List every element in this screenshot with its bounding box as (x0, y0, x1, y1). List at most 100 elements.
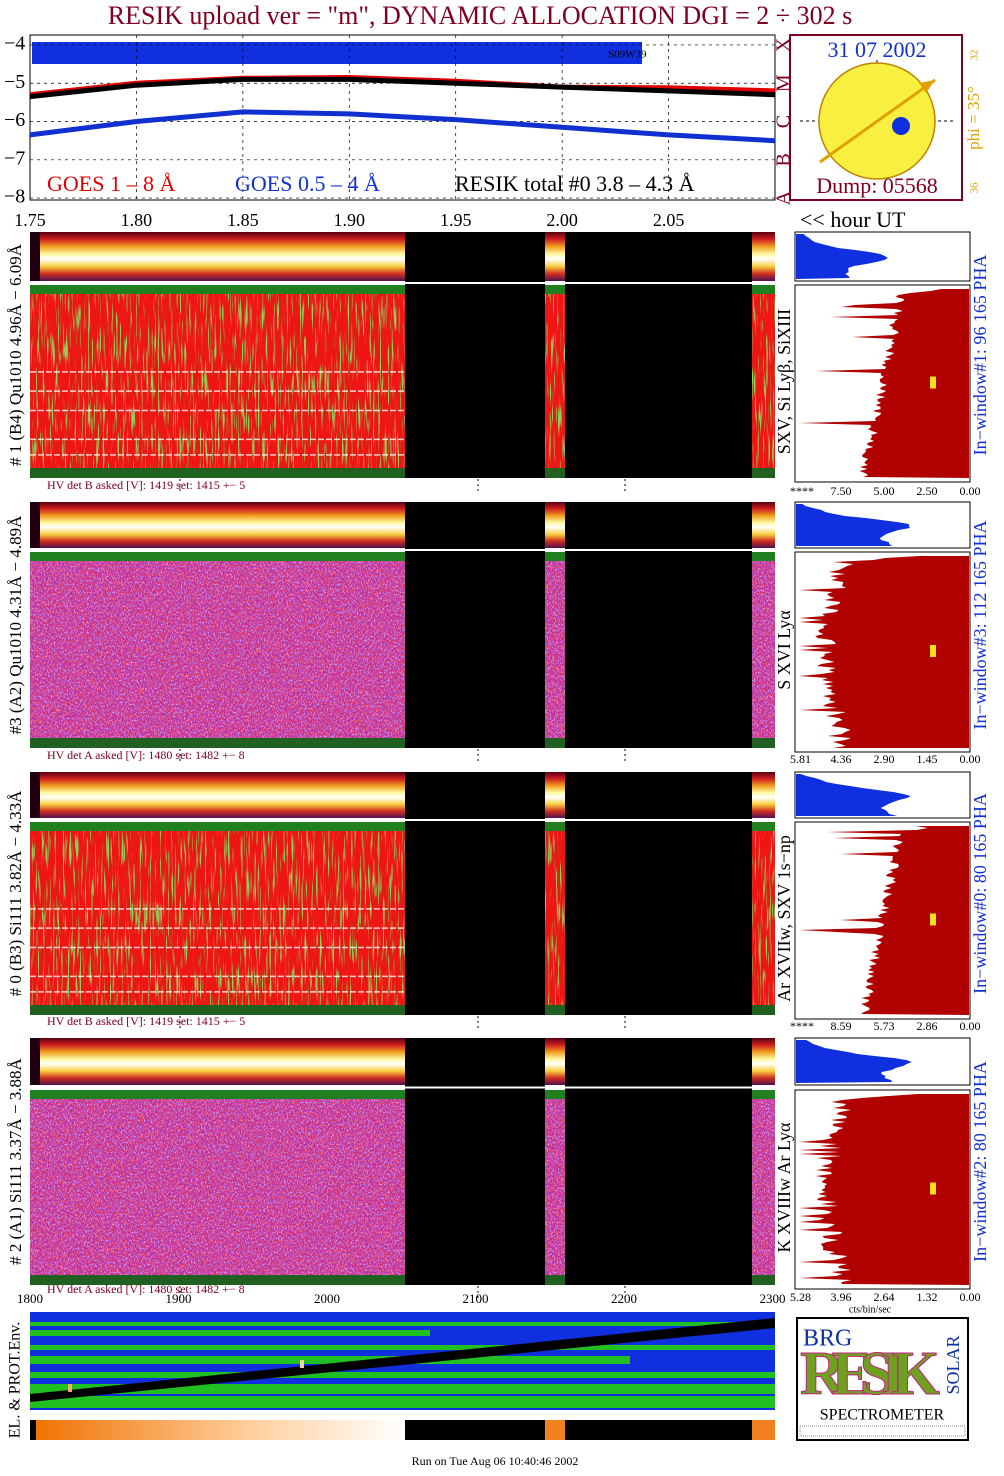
env-band (30, 1322, 775, 1326)
legend-entry: RESIK total #0 3.8 – 4.3 Å (455, 171, 695, 196)
gap (405, 232, 545, 478)
green-band (545, 468, 565, 478)
pha-histogram (796, 774, 911, 816)
spectrogram-strip (752, 502, 775, 548)
spectrogram-noise (30, 552, 405, 748)
hist-tick-label: 5.28 (790, 1290, 811, 1304)
logo-top: BRG (803, 1326, 852, 1352)
spectrogram-noise (545, 1090, 565, 1285)
x-tick-label: 1.95 (440, 210, 472, 230)
hist-tick-label: 0.00 (960, 752, 981, 766)
env-band (30, 1330, 430, 1336)
y-tick-label: −5 (4, 71, 25, 93)
pha-histogram (796, 504, 910, 546)
gap (565, 232, 752, 478)
hist-tick-label: 2.64 (874, 1290, 895, 1304)
spectrogram-noise (545, 552, 565, 748)
legend-entry: GOES 0.5 – 4 Å (235, 171, 380, 196)
marker (930, 645, 936, 657)
hist-tick-label: 4.36 (831, 752, 852, 766)
logo-big: RESIK (800, 1340, 940, 1408)
green-band (545, 285, 565, 294)
y-tick-label: −4 (4, 33, 25, 55)
spectrogram-noise (30, 285, 405, 478)
green-band (30, 285, 405, 294)
hist-tick-label: 0.00 (960, 1290, 981, 1304)
pha-histogram (796, 1040, 912, 1083)
x-tick-label: 1.75 (14, 210, 46, 230)
intensity-histogram (799, 556, 969, 748)
spectrogram-noise (752, 285, 775, 478)
gap (405, 502, 545, 748)
sun-date: 31 07 2002 (828, 37, 927, 62)
marker (930, 376, 936, 389)
green-band (545, 1275, 565, 1285)
green-band (752, 822, 775, 831)
orange-strip (565, 1420, 752, 1440)
hv-label: HV det B asked [V]: 1419 set: 1415 +− 5 (47, 478, 245, 492)
green-band (30, 1090, 405, 1099)
hist-tick-label: 1.45 (917, 752, 938, 766)
green-band (545, 822, 565, 831)
hour-label: << hour UT (800, 207, 906, 232)
hist-tick-label: 5.00 (874, 484, 895, 498)
hist-tick-label: 8.59 (831, 1019, 852, 1033)
green-band (752, 1090, 775, 1099)
env-band (30, 1396, 775, 1408)
legend-entry: GOES 1 – 8 Å (47, 171, 175, 196)
env-band (30, 1384, 775, 1394)
gap (565, 502, 752, 748)
hist-tick-label: 0.00 (960, 484, 981, 498)
green-band (752, 1005, 775, 1015)
window-label: In−window#0: 80 165 PHA (970, 793, 990, 994)
sun-arrowhead (919, 80, 935, 93)
x-tick-label: 1.80 (121, 210, 153, 230)
intensity-histogram (799, 1094, 969, 1285)
hist-tick-label: 5.73 (874, 1019, 895, 1033)
sun-lat: 36 (969, 182, 981, 194)
marker (930, 1182, 936, 1195)
green-band (752, 738, 775, 748)
green-band (752, 1275, 775, 1285)
time-tick-label: 2300 (760, 1291, 786, 1306)
panel-label: # 2 (A1) Si111 3.37Å − 3.88Å (6, 1057, 25, 1264)
spectrogram-strip (30, 232, 405, 281)
green-band (752, 285, 775, 294)
band (32, 42, 642, 64)
hist-tick-label: 3.96 (831, 1290, 852, 1304)
panel-label: # 1 (B4) Qu1010 4.96Å − 6.09Å (6, 243, 25, 466)
dark-edge (30, 772, 40, 818)
time-tick-label: 2000 (314, 1291, 340, 1306)
dark-edge (30, 502, 40, 548)
marker (930, 913, 936, 926)
green-band (30, 822, 405, 831)
dark-edge (30, 1038, 40, 1085)
panel-label: # 0 (B3) Si111 3.82Å − 4.33Å (6, 790, 25, 996)
env-trend (30, 1318, 775, 1402)
hist-tick-label: 2.90 (874, 752, 895, 766)
hv-label: HV det A asked [V]: 1480 set: 1482 +− 8 (47, 1282, 245, 1296)
green-band (30, 738, 405, 748)
units-label: cts/bin/sec (849, 1304, 892, 1315)
green-band (545, 1090, 565, 1099)
logo-side: SOLAR (943, 1335, 963, 1394)
series-line (29, 76, 776, 100)
dark-edge (30, 232, 40, 281)
sun-dump: Dump: 05568 (816, 173, 938, 198)
spectrogram-strip (545, 502, 565, 548)
panel-label: #3 (A2) Qu1010 4.31Å − 4.89Å (6, 515, 25, 734)
time-tick-label: 1900 (166, 1291, 192, 1306)
x-tick-label: 2.05 (653, 210, 685, 230)
green-band (30, 1005, 405, 1015)
x-tick-label: 1.85 (227, 210, 259, 230)
green-band (30, 468, 405, 478)
window-label: In−window#1: 96 165 PHA (970, 255, 990, 456)
sun-lat: 32 (969, 50, 981, 61)
spectrogram-strip (545, 232, 565, 281)
line-label: K XVIIIw Ar Lyα (774, 1122, 794, 1252)
spectrogram-strip (752, 772, 775, 818)
hist-tick-label: 1.32 (917, 1290, 938, 1304)
sun-arrow (819, 78, 936, 164)
spectrogram-strip (30, 772, 405, 818)
green-band (545, 1005, 565, 1015)
